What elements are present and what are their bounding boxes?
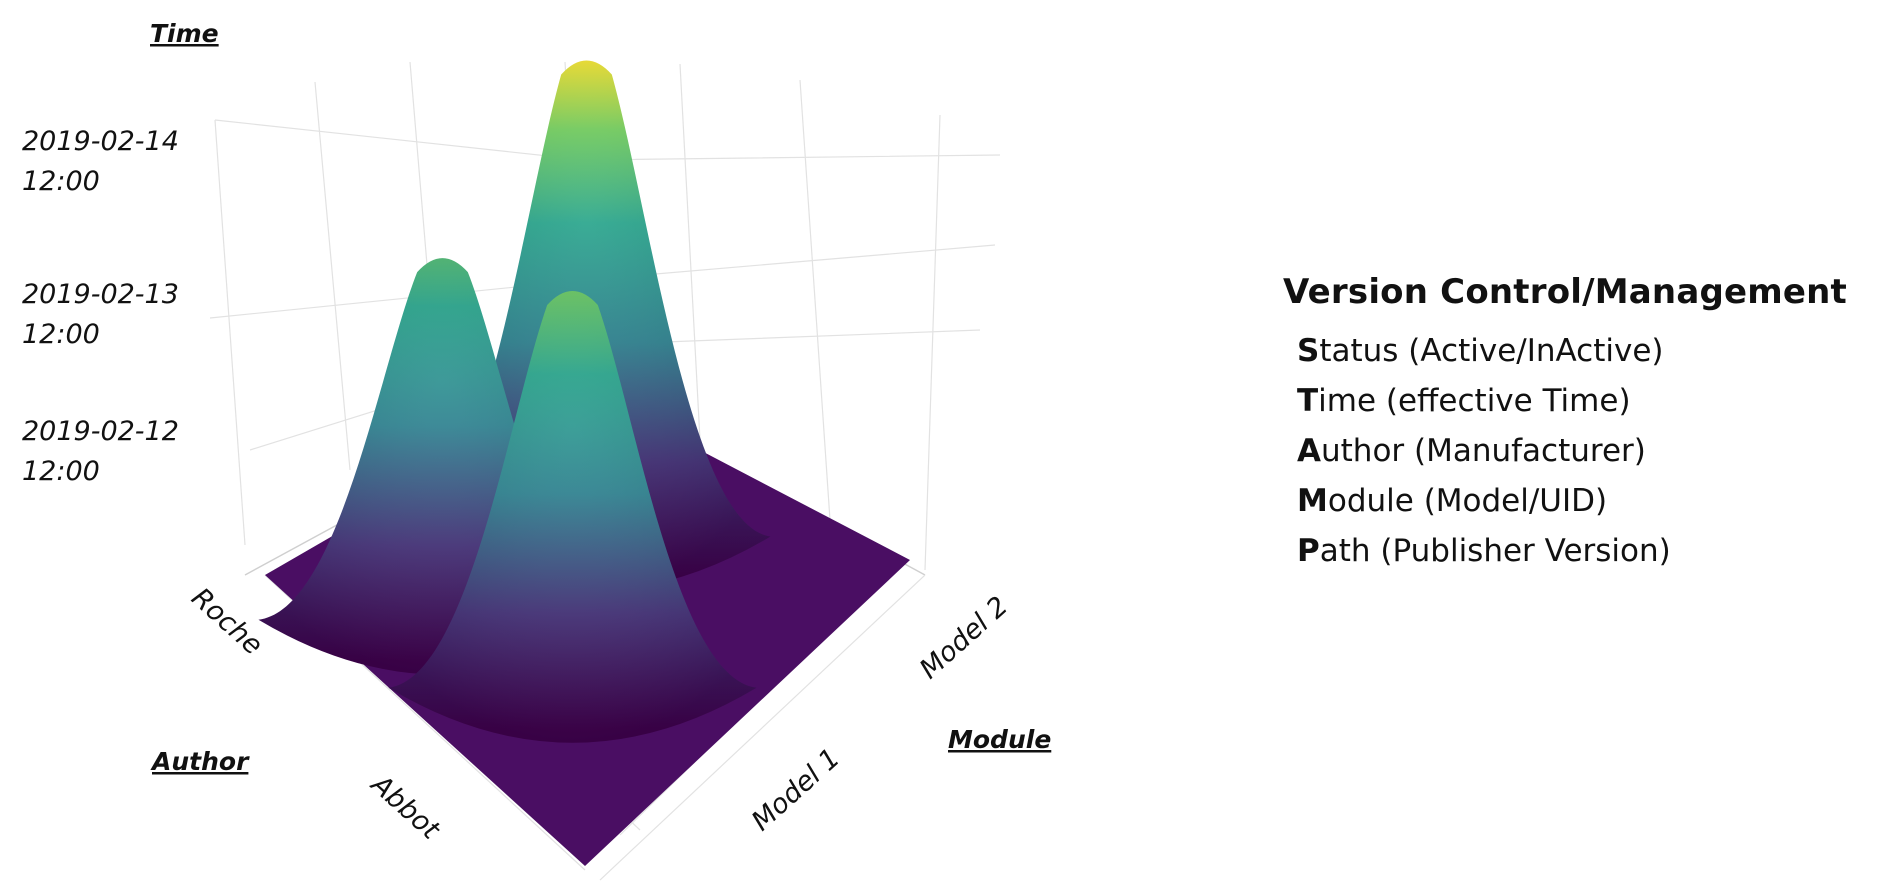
panel-list: Status (Active/InActive) Time (effective… — [1283, 326, 1863, 576]
svg-text:12:00: 12:00 — [22, 166, 100, 197]
panel-title: Version Control/Management — [1283, 272, 1848, 312]
time-tick-2: 2019-02-13 12:00 — [22, 279, 179, 350]
module-tick-model-2: Model 2 — [914, 591, 1014, 686]
author-tick-roche: Roche — [185, 582, 268, 661]
author-axis-title: Author — [150, 747, 250, 776]
panel-item-time: Time (effective Time) — [1297, 383, 1631, 419]
svg-text:2019-02-13: 2019-02-13 — [22, 279, 179, 310]
panel-item-path: Path (Publisher Version) — [1297, 533, 1671, 569]
panel-item-status: Status (Active/InActive) — [1297, 333, 1664, 369]
time-tick-1: 2019-02-14 12:00 — [22, 126, 179, 197]
svg-text:2019-02-14: 2019-02-14 — [22, 126, 179, 157]
legend-panel: Version Control/Management Status (Activ… — [1283, 272, 1863, 576]
module-tick-model-1: Model 1 — [746, 743, 846, 838]
svg-text:12:00: 12:00 — [22, 456, 100, 487]
surface-peak-shading — [388, 290, 757, 743]
module-axis-title: Module — [948, 725, 1051, 754]
svg-text:2019-02-12: 2019-02-12 — [22, 416, 179, 447]
time-tick-3: 2019-02-12 12:00 — [22, 416, 179, 487]
panel-item-author: Author (Manufacturer) — [1297, 433, 1646, 469]
time-axis-title: Time — [150, 19, 219, 48]
svg-text:12:00: 12:00 — [22, 319, 100, 350]
panel-item-module: Module (Model/UID) — [1297, 483, 1608, 519]
surface-peaks — [258, 60, 771, 743]
author-tick-abbot: Abbot — [364, 768, 447, 847]
